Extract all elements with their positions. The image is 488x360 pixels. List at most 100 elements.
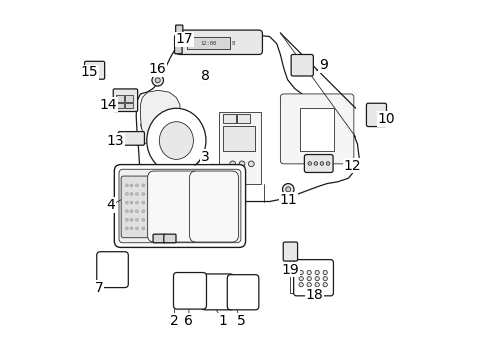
Text: 15: 15 <box>81 66 98 80</box>
FancyBboxPatch shape <box>118 132 144 145</box>
Circle shape <box>142 227 144 230</box>
Bar <box>116 95 124 102</box>
Ellipse shape <box>159 122 193 159</box>
Circle shape <box>130 193 133 195</box>
FancyBboxPatch shape <box>84 61 104 79</box>
Text: 12: 12 <box>343 159 360 173</box>
Circle shape <box>152 75 163 86</box>
FancyBboxPatch shape <box>280 94 353 164</box>
Circle shape <box>130 219 133 221</box>
Text: 10: 10 <box>377 112 394 126</box>
Circle shape <box>135 219 138 221</box>
Circle shape <box>229 161 235 167</box>
Circle shape <box>135 210 138 213</box>
Circle shape <box>314 276 319 281</box>
FancyBboxPatch shape <box>173 273 206 309</box>
Circle shape <box>130 210 133 213</box>
FancyBboxPatch shape <box>304 154 332 172</box>
Circle shape <box>248 161 254 167</box>
Bar <box>324 162 331 168</box>
FancyBboxPatch shape <box>290 54 313 76</box>
Bar <box>155 67 160 74</box>
Circle shape <box>125 219 128 221</box>
Circle shape <box>325 162 329 165</box>
Text: 12:00: 12:00 <box>200 41 216 45</box>
Circle shape <box>155 78 160 83</box>
Circle shape <box>298 276 303 281</box>
Text: 14: 14 <box>99 98 117 112</box>
FancyBboxPatch shape <box>293 260 333 296</box>
Text: 6: 6 <box>184 314 193 328</box>
Circle shape <box>142 210 144 213</box>
Bar <box>237 114 249 123</box>
FancyBboxPatch shape <box>114 165 245 247</box>
Circle shape <box>125 201 128 204</box>
FancyBboxPatch shape <box>176 30 262 54</box>
Text: 3: 3 <box>200 150 209 164</box>
FancyBboxPatch shape <box>283 242 297 261</box>
FancyBboxPatch shape <box>174 36 182 54</box>
Circle shape <box>125 184 128 187</box>
FancyBboxPatch shape <box>121 176 152 238</box>
Text: 1: 1 <box>218 314 227 328</box>
Circle shape <box>323 276 326 281</box>
Circle shape <box>125 193 128 195</box>
Circle shape <box>135 201 138 204</box>
Circle shape <box>323 270 326 275</box>
Bar <box>300 108 333 151</box>
Text: 18: 18 <box>305 288 323 302</box>
Text: 11: 11 <box>279 193 297 207</box>
Bar <box>223 126 255 151</box>
FancyBboxPatch shape <box>153 234 165 243</box>
Circle shape <box>320 162 323 165</box>
Text: 8: 8 <box>200 69 209 83</box>
Circle shape <box>125 210 128 213</box>
Polygon shape <box>136 33 359 202</box>
Circle shape <box>142 184 144 187</box>
Circle shape <box>130 201 133 204</box>
Text: 16: 16 <box>148 62 166 76</box>
Text: 19: 19 <box>281 263 299 276</box>
Circle shape <box>239 161 244 167</box>
Circle shape <box>306 270 311 275</box>
Text: 2: 2 <box>170 314 179 328</box>
FancyBboxPatch shape <box>175 25 183 35</box>
Circle shape <box>282 184 293 195</box>
Text: 5: 5 <box>236 314 245 328</box>
Circle shape <box>306 283 311 287</box>
Circle shape <box>298 270 303 275</box>
Circle shape <box>298 283 303 287</box>
Bar <box>125 103 133 108</box>
Text: 7: 7 <box>95 280 103 294</box>
Circle shape <box>135 184 138 187</box>
FancyBboxPatch shape <box>119 169 241 243</box>
Text: 13: 13 <box>106 134 124 148</box>
FancyBboxPatch shape <box>97 252 128 288</box>
Circle shape <box>135 227 138 230</box>
Text: 9: 9 <box>318 58 327 72</box>
Circle shape <box>142 219 144 221</box>
Bar <box>187 37 230 49</box>
Circle shape <box>125 227 128 230</box>
Circle shape <box>314 283 319 287</box>
Circle shape <box>130 227 133 230</box>
Bar <box>116 103 124 108</box>
Bar <box>219 112 260 184</box>
Text: 4: 4 <box>106 198 115 212</box>
Bar <box>223 114 235 123</box>
FancyBboxPatch shape <box>366 103 386 127</box>
Bar <box>177 31 182 37</box>
FancyBboxPatch shape <box>113 89 137 112</box>
Circle shape <box>307 162 311 165</box>
Circle shape <box>323 283 326 287</box>
Bar <box>125 95 133 102</box>
Ellipse shape <box>146 108 205 173</box>
FancyBboxPatch shape <box>189 171 238 242</box>
Circle shape <box>313 162 317 165</box>
FancyBboxPatch shape <box>147 171 200 242</box>
Circle shape <box>142 201 144 204</box>
Text: 17: 17 <box>175 32 193 46</box>
Circle shape <box>130 184 133 187</box>
Circle shape <box>135 193 138 195</box>
FancyBboxPatch shape <box>201 274 233 310</box>
